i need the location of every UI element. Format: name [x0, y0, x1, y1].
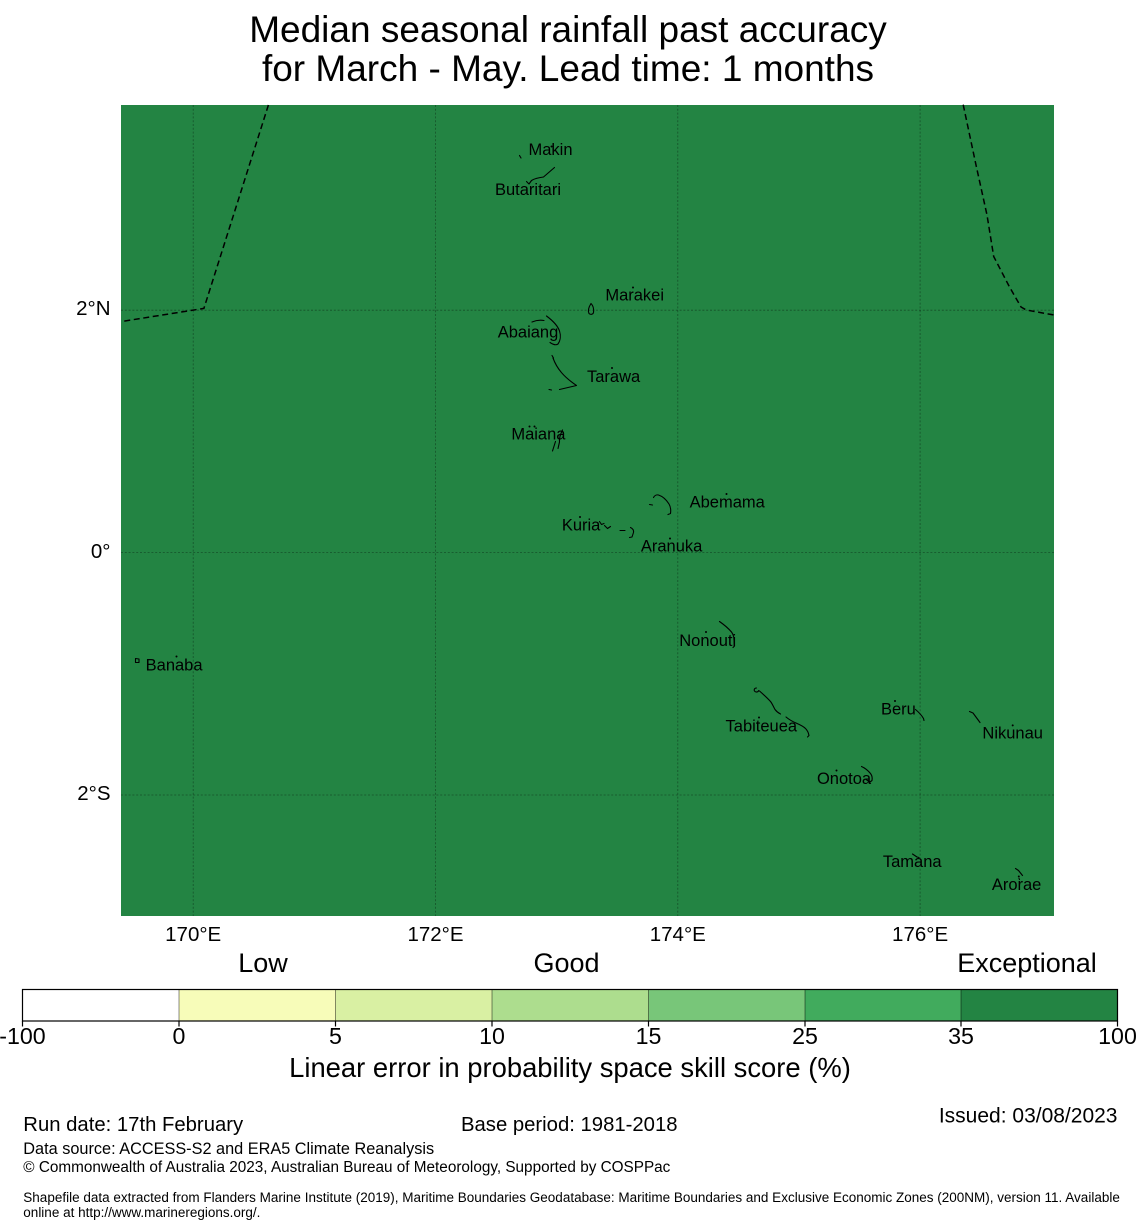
- svg-text:Maiana: Maiana: [511, 426, 566, 444]
- svg-text:15: 15: [636, 1023, 662, 1049]
- svg-text:172°E: 172°E: [407, 923, 463, 946]
- svg-text:for March - May. Lead time: 1: for March - May. Lead time: 1 months: [262, 48, 874, 89]
- svg-text:Marakei: Marakei: [605, 287, 664, 305]
- svg-text:online at http://www.marinereg: online at http://www.marineregions.org/.: [23, 1205, 260, 1220]
- svg-text:5: 5: [329, 1023, 342, 1049]
- svg-text:Good: Good: [533, 948, 599, 978]
- svg-text:Nonouti: Nonouti: [679, 632, 736, 650]
- svg-text:Onotoa: Onotoa: [817, 770, 872, 788]
- svg-text:Shapefile data extracted from: Shapefile data extracted from Flanders M…: [23, 1190, 1120, 1205]
- svg-text:Base period: 1981-2018: Base period: 1981-2018: [461, 1114, 678, 1136]
- svg-text:Median seasonal rainfall past: Median seasonal rainfall past accuracy: [249, 9, 887, 50]
- svg-text:Makin: Makin: [528, 141, 572, 159]
- svg-text:Linear error in probability sp: Linear error in probability space skill …: [289, 1052, 851, 1083]
- svg-text:100: 100: [1098, 1023, 1137, 1049]
- svg-text:170°E: 170°E: [165, 923, 221, 946]
- svg-text:35: 35: [948, 1023, 974, 1049]
- svg-text:Low: Low: [238, 948, 288, 978]
- svg-text:Kuria: Kuria: [562, 517, 601, 535]
- svg-text:174°E: 174°E: [650, 923, 706, 946]
- svg-text:Tamana: Tamana: [883, 853, 943, 871]
- svg-text:Data source: ACCESS-S2 and ERA: Data source: ACCESS-S2 and ERA5 Climate …: [23, 1140, 434, 1158]
- svg-text:2°S: 2°S: [77, 782, 110, 805]
- svg-text:Beru: Beru: [881, 701, 916, 719]
- svg-text:Run date: 17th February: Run date: 17th February: [23, 1114, 244, 1136]
- svg-text:© Commonwealth of Australia 20: © Commonwealth of Australia 2023, Austra…: [23, 1159, 670, 1176]
- svg-text:Tarawa: Tarawa: [587, 368, 641, 386]
- svg-text:Banaba: Banaba: [146, 657, 204, 675]
- svg-text:Arorae: Arorae: [992, 876, 1042, 894]
- svg-text:176°E: 176°E: [892, 923, 948, 946]
- svg-text:Tabiteuea: Tabiteuea: [726, 718, 798, 736]
- svg-text:2°N: 2°N: [76, 297, 110, 320]
- svg-text:0: 0: [173, 1023, 186, 1049]
- svg-text:25: 25: [792, 1023, 818, 1049]
- svg-text:10: 10: [479, 1023, 505, 1049]
- svg-text:-100: -100: [0, 1023, 46, 1049]
- svg-text:Nikunau: Nikunau: [982, 725, 1043, 743]
- svg-text:Abaiang: Abaiang: [498, 324, 559, 342]
- svg-text:Issued: 03/08/2023: Issued: 03/08/2023: [939, 1105, 1118, 1128]
- svg-text:Aranuka: Aranuka: [641, 538, 703, 556]
- svg-text:Exceptional: Exceptional: [957, 948, 1097, 978]
- svg-text:Abemama: Abemama: [690, 494, 766, 512]
- svg-text:0°: 0°: [91, 540, 111, 563]
- svg-text:Butaritari: Butaritari: [495, 181, 561, 199]
